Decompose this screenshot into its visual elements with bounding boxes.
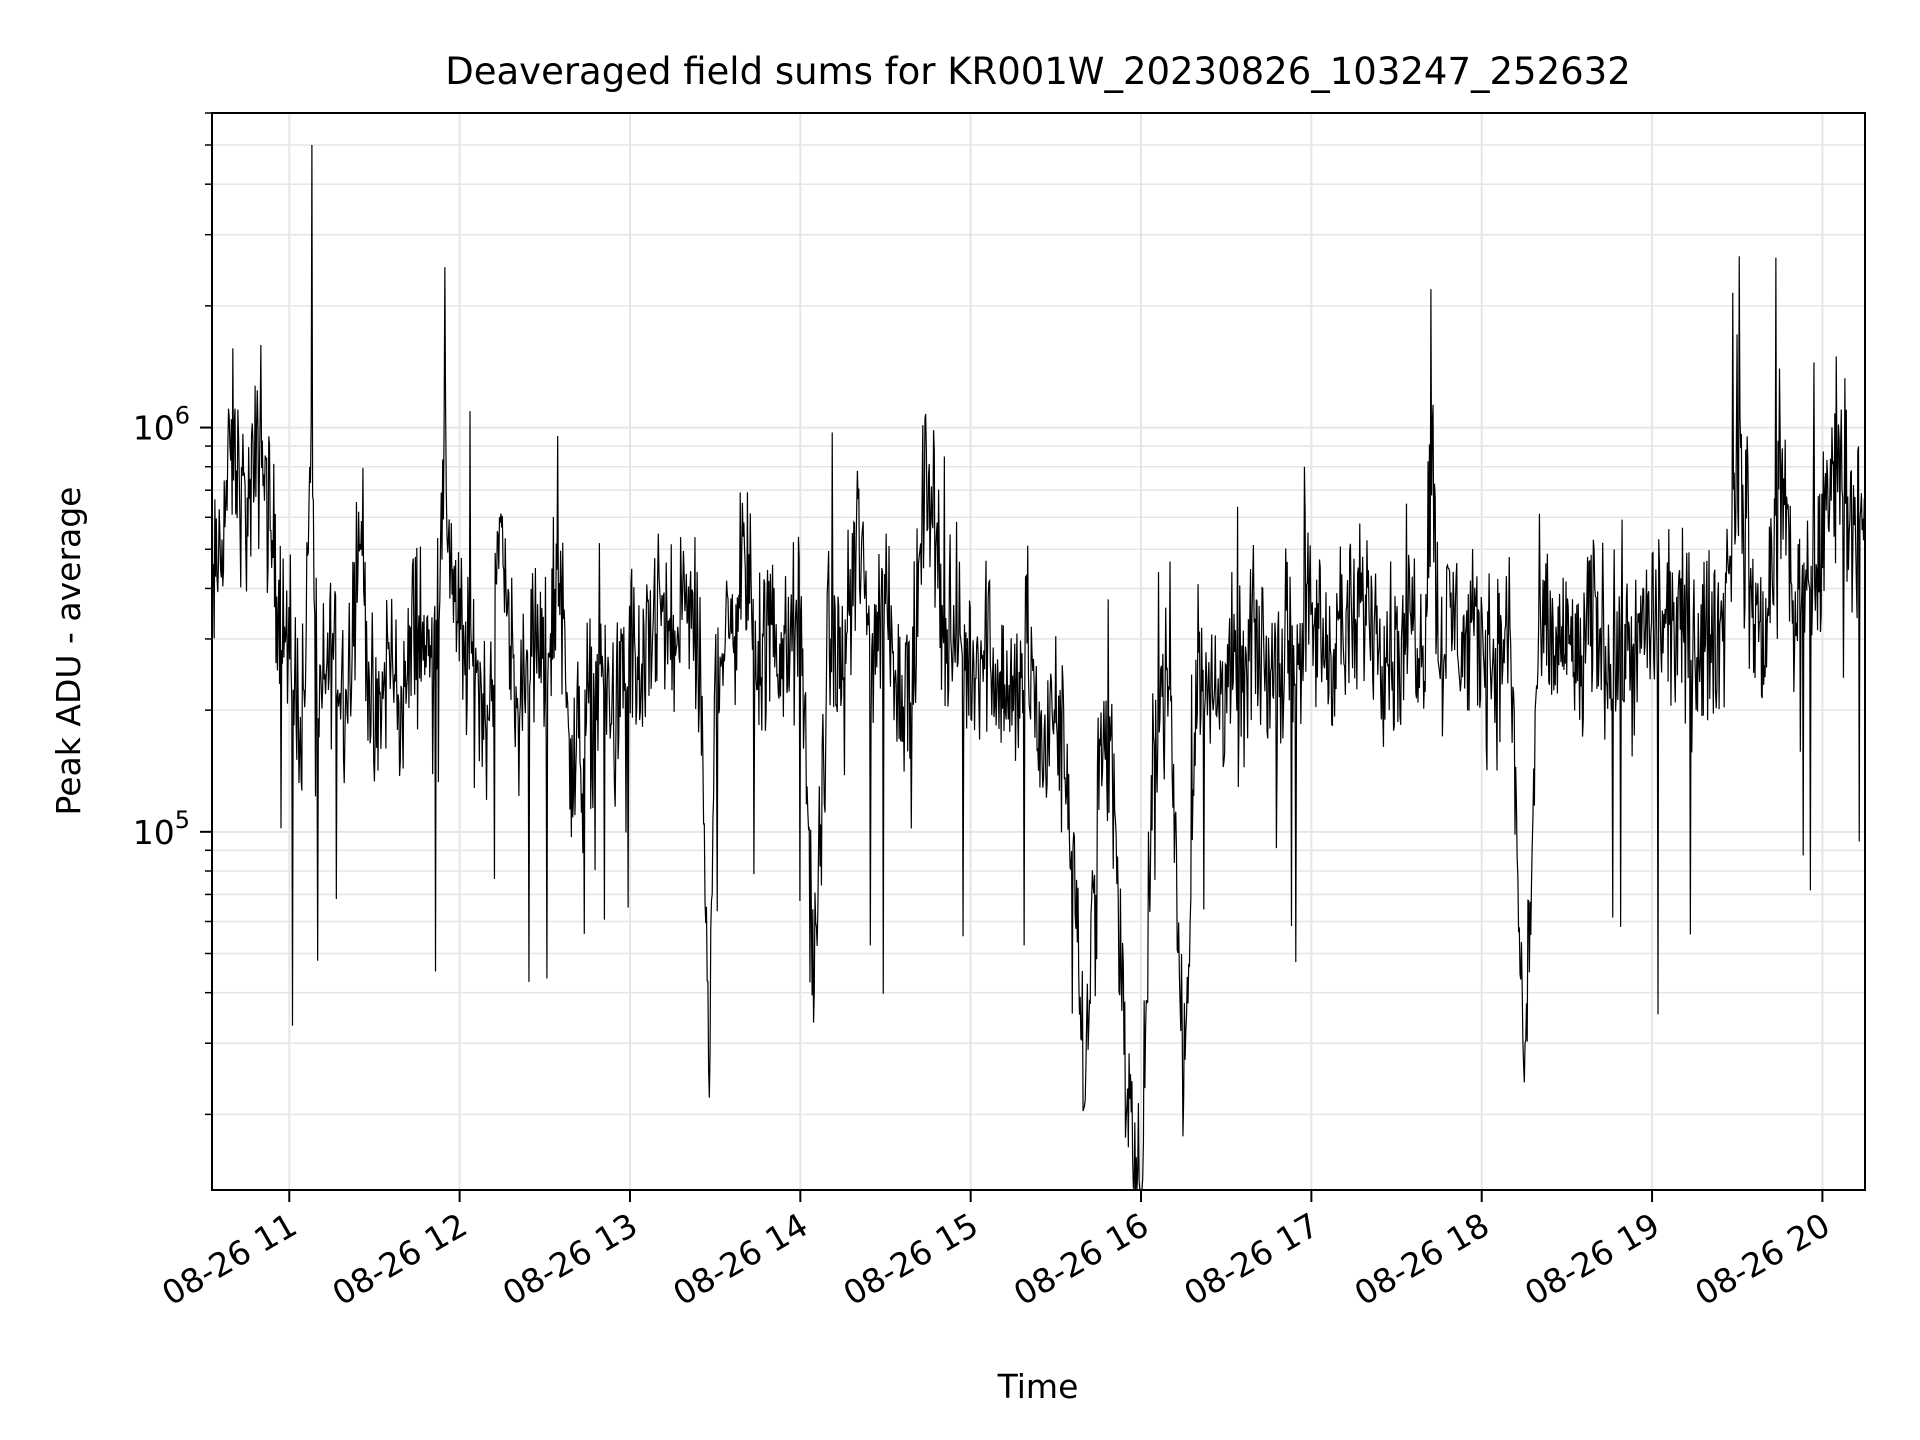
x-axis-label: Time bbox=[997, 1367, 1079, 1406]
series-layer bbox=[211, 145, 1866, 1191]
y-tick-base: 10 bbox=[133, 813, 175, 852]
y-tick-label: 105 bbox=[133, 806, 190, 852]
plot-frame bbox=[211, 112, 1866, 1191]
series-line bbox=[211, 145, 1866, 1191]
y-tick-base: 10 bbox=[133, 409, 175, 448]
y-tick-label: 106 bbox=[133, 402, 190, 448]
grid bbox=[212, 112, 1865, 1190]
y-axis-label: Peak ADU - average bbox=[49, 487, 88, 816]
y-tick-exponent: 6 bbox=[175, 402, 190, 430]
y-tick-exponent: 5 bbox=[175, 806, 190, 834]
chart-title: Deaveraged field sums for KR001W_2023082… bbox=[445, 50, 1631, 93]
